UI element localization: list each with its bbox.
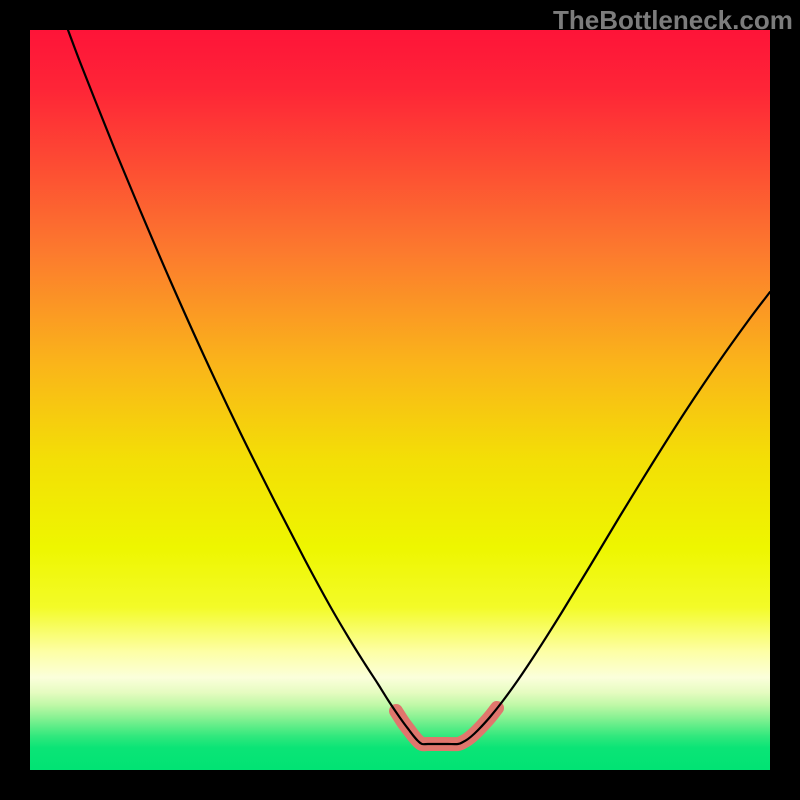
gradient-background <box>30 30 770 770</box>
chart-container: TheBottleneck.com <box>0 0 800 800</box>
bottleneck-chart <box>0 0 800 800</box>
watermark-text: TheBottleneck.com <box>553 5 793 36</box>
